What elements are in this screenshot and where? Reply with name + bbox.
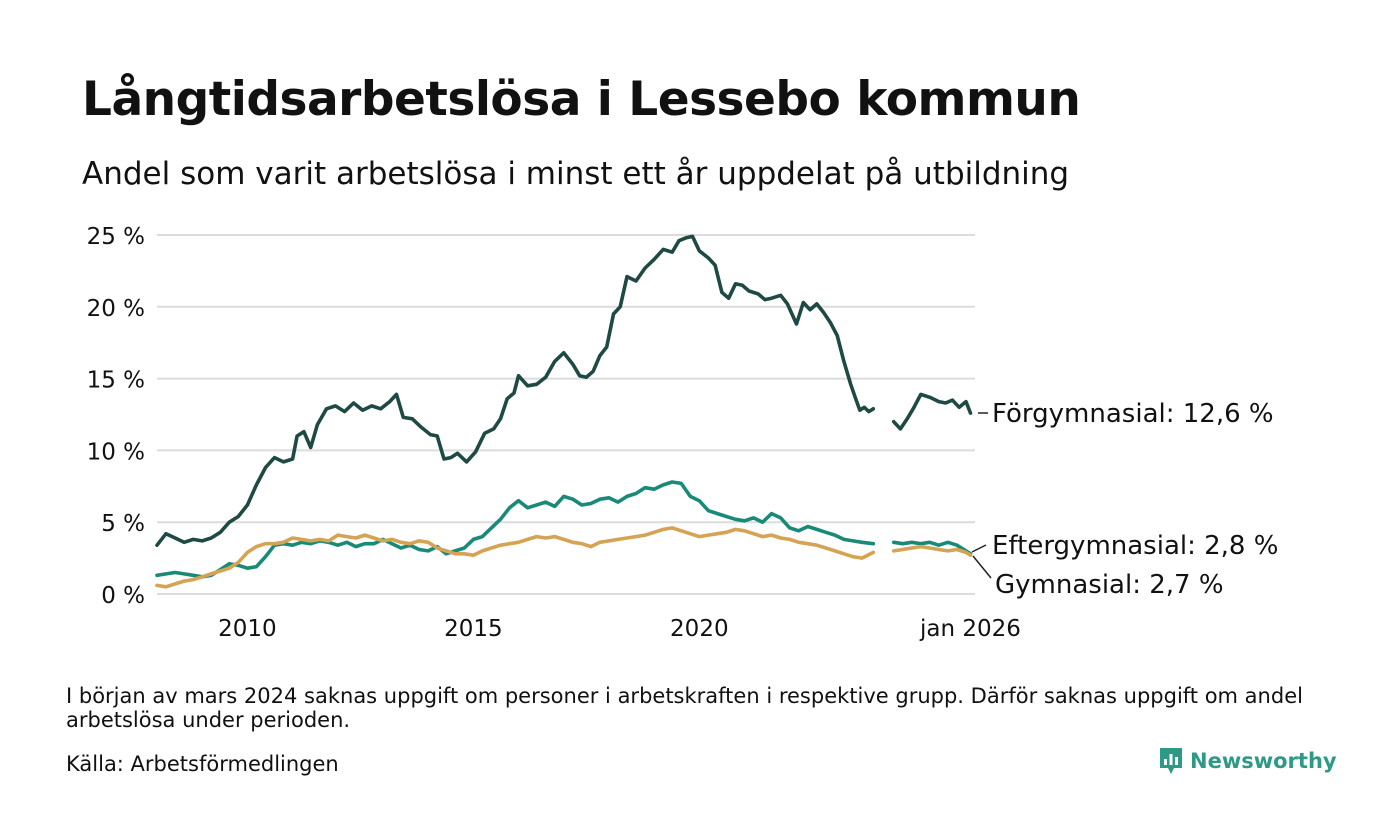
series-label-förgymnasial: Förgymnasial: 12,6 % (992, 399, 1274, 429)
newsworthy-icon (1160, 748, 1182, 774)
y-tick-label: 10 % (87, 439, 145, 465)
chart-title: Långtidsarbetslösa i Lessebo kommun (82, 72, 1081, 127)
newsworthy-logo: Newsworthy (1158, 746, 1337, 776)
series-line-eftergymnasial-1 (891, 540, 973, 556)
brand-name: Newsworthy (1190, 749, 1337, 773)
y-tick-label: 25 % (87, 224, 145, 250)
series-line-förgymnasial-0 (155, 234, 876, 547)
series-labels: Förgymnasial: 12,6 % Eftergymnasial: 2,8 … (971, 399, 1278, 600)
y-tick-label: 5 % (101, 511, 145, 537)
label-leader-line (972, 555, 992, 579)
series-line-förgymnasial-1 (891, 392, 973, 431)
x-tick-label: jan 2026 (919, 616, 1021, 642)
series-line-eftergymnasial-0 (155, 480, 876, 579)
x-tick-label: 2015 (444, 616, 503, 642)
series-label-gymnasial: Gymnasial: 2,7 % (995, 570, 1224, 600)
chart-note: I början av mars 2024 saknas uppgift om … (66, 684, 1303, 732)
y-tick-label: 15 % (87, 368, 145, 394)
series-label-eftergymnasial: Eftergymnasial: 2,8 % (992, 531, 1278, 561)
line-chart: 0 % 5 % 10 % 15 % 20 % 25 % 2010 2015 2020 jan 2… (87, 224, 1279, 642)
chart-source: Källa: Arbetsförmedlingen (66, 752, 339, 776)
y-tick-label: 0 % (101, 583, 145, 609)
y-tick-label: 20 % (87, 296, 145, 322)
label-leader-line (971, 544, 987, 553)
series-line-gymnasial-1 (891, 544, 973, 557)
chart-subtitle: Andel som varit arbetslösa i minst ett å… (82, 156, 1070, 192)
x-tick-label: 2010 (218, 616, 277, 642)
x-tick-label: 2020 (670, 616, 729, 642)
series-line-gymnasial-0 (155, 526, 876, 589)
series-lines (155, 234, 973, 589)
y-axis-labels: 0 % 5 % 10 % 15 % 20 % 25 % (87, 224, 145, 609)
gridlines (157, 234, 975, 595)
x-axis-labels: 2010 2015 2020 jan 2026 (218, 616, 1021, 642)
